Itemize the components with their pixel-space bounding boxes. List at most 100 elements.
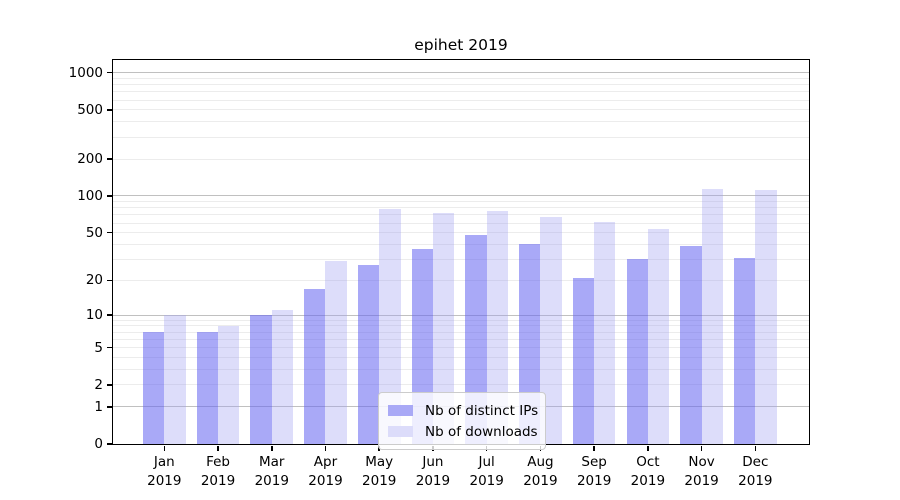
x-axis-tick (217, 445, 219, 451)
gridline-minor (113, 357, 809, 358)
x-axis-tick (593, 445, 595, 451)
bar-downloads-mar (271, 310, 294, 444)
gridline-minor (113, 121, 809, 123)
y-axis-tick-label: 1000 (68, 64, 103, 81)
y-axis-tick (107, 195, 112, 197)
gridline-major (113, 314, 809, 316)
y-axis-tick-label: 10 (85, 307, 103, 324)
legend-label-downloads: Nb of downloads (425, 423, 538, 440)
gridline-minor (113, 207, 809, 209)
gridline-minor (113, 347, 809, 349)
y-axis-tick-label: 50 (85, 224, 103, 241)
x-axis-tick-label-oct: Oct 2019 (630, 454, 666, 489)
gridline-minor (113, 158, 809, 160)
bar-downloads-nov (701, 188, 723, 444)
gridline-minor (113, 243, 809, 245)
y-axis-tick (107, 346, 112, 349)
bar-downloads-jun (432, 213, 455, 444)
y-axis-tick (107, 158, 112, 160)
x-axis-tick (324, 445, 327, 451)
legend-swatch-distinct-ips-icon (388, 405, 413, 416)
x-axis-tick (271, 445, 273, 451)
x-axis-tick-label-jan: Jan 2019 (147, 454, 182, 489)
bar-distinct-ips-jan (143, 332, 165, 444)
bar-distinct-ips-sep (572, 277, 595, 444)
bar-distinct-ips-feb (196, 332, 219, 444)
y-axis-tick-label: 20 (85, 272, 103, 289)
chart-title: epihet 2019 (414, 36, 508, 54)
gridline-minor (113, 369, 809, 370)
gridline-minor (113, 109, 809, 111)
x-axis-tick (163, 445, 166, 451)
y-axis-tick-label: 1 (94, 398, 103, 415)
y-axis-tick (107, 406, 112, 408)
x-axis-tick (754, 445, 757, 451)
x-axis-tick-label-feb: Feb 2019 (200, 454, 236, 489)
bar-distinct-ips-apr (304, 288, 326, 444)
bar-downloads-dec (755, 189, 777, 444)
x-axis-tick-label-nov: Nov 2019 (684, 454, 719, 489)
gridline-minor (113, 258, 809, 260)
gridline-major (113, 195, 809, 197)
bar-distinct-ips-jul (465, 234, 487, 444)
x-axis-tick-label-jul: Jul 2019 (469, 454, 504, 489)
plot-area: Nb of distinct IPs Nb of downloads (112, 59, 810, 450)
y-axis-tick-label: 500 (77, 101, 103, 118)
x-axis-tick-label-dec: Dec 2019 (738, 454, 773, 489)
y-axis-tick (107, 279, 112, 282)
gridline-minor (113, 136, 809, 138)
legend-row-distinct-ips: Nb of distinct IPs (388, 400, 539, 421)
bar-distinct-ips-dec (734, 257, 756, 444)
gridline-minor (113, 84, 809, 86)
gridline-major (113, 72, 809, 74)
bar-downloads-jan (164, 315, 186, 444)
y-axis-tick-label: 200 (77, 151, 103, 168)
bar-distinct-ips-nov (680, 245, 702, 444)
gridline-minor (113, 214, 809, 216)
legend-swatch-downloads-icon (388, 426, 413, 437)
gridline-minor (113, 279, 809, 281)
gridline-minor (113, 77, 809, 79)
x-axis-tick-label-aug: Aug 2019 (523, 454, 558, 489)
legend-row-downloads: Nb of downloads (388, 421, 538, 442)
y-axis-tick (107, 71, 112, 74)
y-axis-tick (107, 443, 112, 445)
gridline-minor (113, 325, 809, 327)
x-axis-tick-label-mar: Mar 2019 (254, 454, 289, 489)
gridline-minor (113, 331, 809, 333)
x-axis-tick-label-may: May 2019 (362, 454, 397, 489)
bar-downloads-sep (594, 222, 616, 444)
bar-distinct-ips-may (357, 264, 380, 444)
y-axis-tick-label: 100 (77, 187, 103, 204)
x-axis-tick (700, 445, 703, 451)
bar-downloads-jul (486, 210, 508, 444)
gridline-minor (113, 91, 809, 93)
gridline-minor (113, 319, 809, 321)
x-axis-tick-label-jun: Jun 2019 (415, 454, 451, 489)
gridline-minor (113, 99, 809, 101)
x-axis-tick-label-sep: Sep 2019 (576, 454, 612, 489)
gridline-minor (113, 232, 809, 234)
bar-distinct-ips-mar (250, 315, 272, 444)
bar-downloads-feb (218, 325, 240, 444)
gridline-minor (113, 201, 809, 203)
x-axis-tick-label-apr: Apr 2019 (308, 454, 343, 489)
gridline-minor (113, 384, 809, 386)
bar-downloads-aug (540, 217, 562, 444)
y-axis-tick-label: 2 (94, 376, 103, 393)
y-axis-tick (107, 231, 112, 234)
x-axis-tick (647, 445, 649, 451)
y-axis-tick-label: 5 (94, 339, 103, 356)
y-axis-tick-label: 0 (94, 436, 103, 452)
gridline-minor (113, 338, 809, 340)
bar-downloads-apr (325, 261, 347, 444)
y-axis-tick (107, 384, 112, 386)
legend-label-distinct-ips: Nb of distinct IPs (425, 402, 539, 419)
y-axis-tick (107, 314, 112, 316)
y-axis-tick (107, 109, 112, 111)
bar-distinct-ips-oct (626, 259, 648, 444)
bar-downloads-oct (647, 228, 670, 444)
legend: Nb of distinct IPs Nb of downloads (378, 392, 546, 450)
gridline-minor (113, 222, 809, 224)
